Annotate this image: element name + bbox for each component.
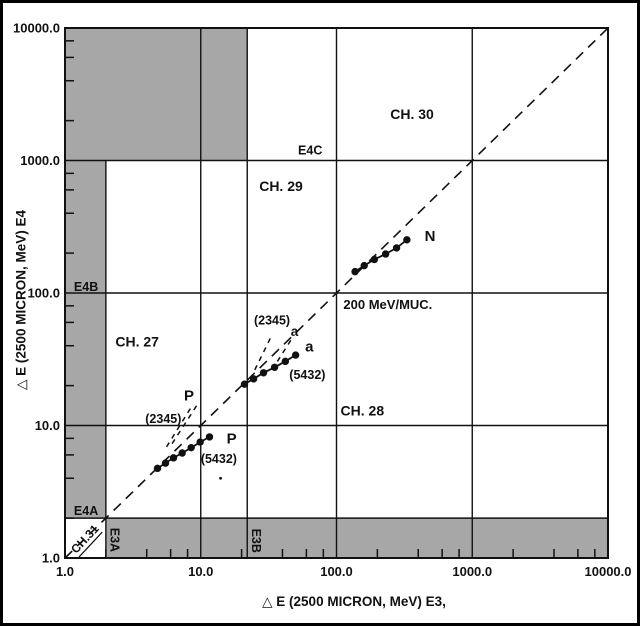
data-point-a-5432 xyxy=(291,351,300,359)
channel-label-a-2345: (2345) xyxy=(254,314,290,328)
branch-dashed-P-2345-branch-1 xyxy=(165,405,193,448)
y-axis-title: △ E (2500 MICRON, MeV) E4 xyxy=(14,210,29,390)
region-label-e3b: E3B xyxy=(249,529,263,553)
region-label-ch30: CH. 30 xyxy=(390,106,434,122)
annotation-200mev-group: 200 MeV/MUC. xyxy=(343,297,432,312)
series-label-p-5432-group: P xyxy=(227,431,237,448)
y-axis-title-group: △ E (2500 MICRON, MeV) E4 xyxy=(14,210,29,390)
data-point-N xyxy=(403,236,411,244)
data-point-a-5432 xyxy=(281,357,290,366)
data-point-a-5432 xyxy=(270,363,279,371)
series-label-a-5432-group: a xyxy=(305,339,314,356)
series-label-a-2345: a xyxy=(291,324,299,339)
channel-label-a-5432: (5432) xyxy=(289,368,325,382)
data-point-N xyxy=(370,255,379,264)
shaded-region-upper-left-block xyxy=(65,28,248,161)
data-point-a-5432 xyxy=(259,369,268,377)
region-label-e4b: E4B xyxy=(74,280,98,294)
series-label-a-5432: a xyxy=(305,339,314,356)
data-point-P-5432 xyxy=(196,438,204,446)
region-label-ch29-group: CH. 29 xyxy=(259,178,303,194)
region-label-ch27: CH. 27 xyxy=(115,334,159,350)
region-label-e4c: E4C xyxy=(298,144,322,158)
y-axis-tick-label-10000.0: 10000.0 xyxy=(13,21,60,36)
region-label-e3a: E3A xyxy=(108,528,122,552)
y-axis-tick-label-1.0: 1.0 xyxy=(42,551,60,566)
region-label-ch27-group: CH. 27 xyxy=(115,334,159,350)
x-axis-tick-label-10.0: 10.0 xyxy=(188,564,213,579)
series-label-p-2345-group: P xyxy=(184,387,194,404)
data-point-N xyxy=(392,244,401,252)
x-axis-tick-label-100.0: 100.0 xyxy=(320,564,353,579)
annotation-200mev: 200 MeV/MUC. xyxy=(343,297,432,312)
y-axis-tick-label-100.0: 100.0 xyxy=(27,286,60,301)
channel-label-p-5432: (5432) xyxy=(201,452,237,466)
data-point-a-5432 xyxy=(249,375,258,383)
region-label-e3b-group: E3B xyxy=(249,529,263,553)
plot-border xyxy=(64,27,609,559)
stray-dot xyxy=(219,476,222,480)
y-axis-tick-label-10.0: 10.0 xyxy=(35,418,60,433)
data-point-N xyxy=(351,267,359,276)
data-point-P-5432 xyxy=(153,464,162,473)
region-label-e3a-group: E3A xyxy=(108,528,122,552)
series-label-p-2345: P xyxy=(184,387,194,404)
region-label-ch30-group: CH. 30 xyxy=(390,106,434,122)
series-label-p-5432: P xyxy=(227,431,237,448)
y-axis-tick-label-1000.0: 1000.0 xyxy=(20,153,60,168)
branch-dashed-P-2345-branch-2 xyxy=(171,404,198,445)
series-label-a-2345-group: a xyxy=(291,324,299,339)
series-label-n-group: N xyxy=(425,228,436,245)
region-label-e4a-group: E4A xyxy=(74,504,98,518)
region-label-e4a: E4A xyxy=(74,504,98,518)
region-label-ch31-underline xyxy=(78,531,103,558)
branch-dashed-a-2345-branch-2 xyxy=(271,336,294,371)
series-label-n: N xyxy=(425,228,436,245)
channel-label-a-5432-group: (5432) xyxy=(289,368,325,382)
region-label-e4b-group: E4B xyxy=(74,280,98,294)
data-point-P-5432 xyxy=(169,454,178,462)
data-point-N xyxy=(381,250,390,258)
channel-label-a-2345-group: (2345) xyxy=(254,314,290,328)
data-point-P-5432 xyxy=(187,443,195,452)
x-axis-tick-label-1.0: 1.0 xyxy=(56,564,74,579)
region-label-ch28: CH. 28 xyxy=(341,402,385,418)
shaded-region-left-column-e4 xyxy=(65,160,106,519)
x-axis-title: △ E (2500 MICRON, MeV) E3, xyxy=(262,594,446,609)
data-point-P-5432 xyxy=(178,449,186,457)
data-point-a-5432 xyxy=(240,380,249,388)
shaded-region-bottom-band-e3 xyxy=(105,518,609,558)
data-point-N xyxy=(360,261,368,270)
x-axis-tick-label-1000.0: 1000.0 xyxy=(452,564,492,579)
channel-label-p-2345: (2345) xyxy=(145,412,181,426)
data-point-P-5432 xyxy=(161,459,170,467)
region-label-ch29: CH. 29 xyxy=(259,178,303,194)
channel-label-p-5432-group: (5432) xyxy=(201,452,237,466)
x-axis-tick-label-10000.0: 10000.0 xyxy=(585,564,632,579)
channel-label-p-2345-group: (2345) xyxy=(145,412,181,426)
region-label-ch28-group: CH. 28 xyxy=(341,402,385,418)
data-point-P-5432 xyxy=(205,433,214,441)
branch-dashed-a-2345-branch-1 xyxy=(254,334,273,371)
region-label-e4c-group: E4C xyxy=(298,144,322,158)
